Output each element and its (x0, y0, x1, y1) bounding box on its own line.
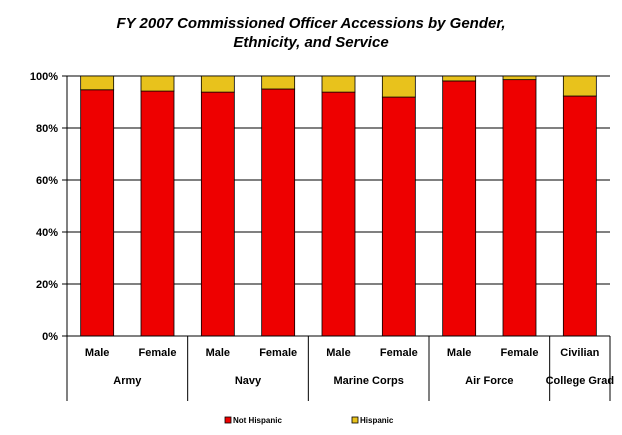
bar-segment-hispanic (261, 75, 296, 90)
bar-segment-hispanic (80, 75, 115, 91)
y-tick-label: 100% (30, 71, 58, 83)
legend-swatch (224, 416, 232, 424)
x-category-label: Male (206, 347, 230, 359)
y-tick-label: 40% (36, 227, 58, 239)
bar-segment-not-hispanic (261, 88, 296, 337)
legend-swatch (351, 416, 359, 424)
x-group-label: Navy (235, 375, 262, 387)
bar-segment-hispanic (200, 75, 235, 93)
axes (62, 75, 611, 401)
chart-title-line-2: Ethnicity, and Service (233, 34, 389, 51)
bar-segment-not-hispanic (140, 90, 175, 337)
bar-segment-hispanic (321, 75, 356, 93)
bar-segment-not-hispanic (200, 91, 235, 337)
x-group-label: Marine Corps (334, 375, 404, 387)
x-group-label: Air Force (465, 375, 513, 387)
x-category-label: Female (259, 347, 297, 359)
x-category-label: Female (380, 347, 418, 359)
bar-segment-not-hispanic (502, 79, 537, 337)
chart-title-line-1: FY 2007 Commissioned Officer Accessions … (116, 15, 506, 32)
x-category-label: Female (139, 347, 177, 359)
y-tick-label: 80% (36, 123, 58, 135)
x-category-label: Male (85, 347, 109, 359)
bar-segment-not-hispanic (562, 95, 597, 337)
bars (80, 75, 597, 337)
bar-segment-not-hispanic (321, 91, 356, 337)
chart-title: FY 2007 Commissioned Officer Accessions … (0, 14, 622, 52)
legend-label: Not Hispanic (233, 416, 282, 425)
x-group-label: College Grad (546, 375, 614, 387)
x-category-label: Male (447, 347, 471, 359)
bar-segment-hispanic (381, 75, 416, 98)
bar-segment-not-hispanic (442, 80, 477, 337)
bar-segment-not-hispanic (381, 96, 416, 337)
x-category-label: Civilian (560, 347, 599, 359)
bar-segment-hispanic (140, 75, 175, 92)
y-tick-labels: 0% 20% 40% 60% 80% 100% (30, 71, 58, 343)
x-category-labels: Male Female Male Female Male Female Male Female… (85, 347, 614, 387)
y-tick-label: 60% (36, 175, 58, 187)
bar-segment-hispanic (562, 75, 597, 97)
y-tick-label: 0% (42, 331, 58, 343)
y-tick-label: 20% (36, 279, 58, 291)
legend: Not Hispanic Hispanic (224, 416, 394, 425)
bar-segment-not-hispanic (80, 89, 115, 337)
x-group-label: Army (113, 375, 142, 387)
legend-label: Hispanic (360, 416, 394, 425)
bar-segment-hispanic (502, 75, 537, 81)
x-category-label: Male (326, 347, 350, 359)
x-category-label: Female (501, 347, 539, 359)
bar-segment-hispanic (442, 75, 477, 82)
